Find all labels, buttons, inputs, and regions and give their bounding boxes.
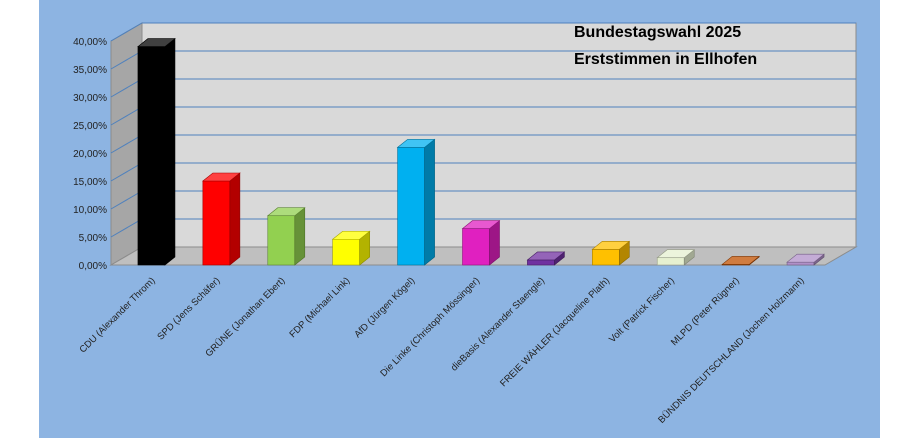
x-tick-label: FREIE WÄHLER (Jacqueline Plath) [498,275,612,389]
bar [202,172,241,266]
y-axis: 0,00% 5,00% 10,00% 15,00% 20,00% 25,00% 30,00%… [73,37,107,272]
bar [396,138,436,266]
y-tick-label: 25,00% [73,121,107,132]
bar-side [424,138,435,266]
bar [526,251,566,266]
y-tick-label: 30,00% [73,93,107,104]
y-tick-label: 15,00% [73,177,107,188]
y-tick-label: 10,00% [73,205,107,216]
bar-front [786,261,815,266]
bar-top [786,253,825,263]
x-tick-label: CDU (Alexander Throm) [77,275,157,355]
bar [656,249,696,266]
bar-chart: 0,00% 5,00% 10,00% 15,00% 20,00% 25,00% 30,00%… [73,22,858,426]
bar-top [656,249,696,259]
chart-title-line-1: Bundestagswahl 2025 [574,24,741,41]
bar-top [266,207,306,217]
bar-front [137,46,166,266]
bar-top [396,139,436,148]
bar-top [591,241,631,250]
y-tick-label: 20,00% [73,149,107,160]
x-axis: CDU (Alexander Throm)SPD (Jens Schäfer)G… [77,275,806,425]
bar [331,230,371,266]
bar-top [461,220,501,229]
x-tick-label: SPD (Jens Schäfer) [155,275,222,342]
y-tick-label: 40,00% [73,37,107,48]
bar-side [164,37,176,266]
bar-top [331,230,371,240]
bar-side [229,172,241,266]
x-tick-label: MLPD (Peter Rügner) [669,275,742,348]
bar [591,240,631,266]
bars [137,37,825,266]
x-tick-label: Volt (Patrick Fischer) [607,275,677,345]
x-tick-label: FDP (Michael Link) [288,275,353,340]
bar-top [202,172,241,182]
bar-front [267,215,296,266]
bar [137,37,176,266]
bar-front [656,257,685,266]
y-tick-label: 35,00% [73,65,107,76]
chart-title-line-2: Erststimmen in Ellhofen [574,51,757,68]
bar-front [592,249,620,266]
bar-top [137,38,176,47]
bar-front [397,147,425,266]
bar [461,219,501,266]
bar-side [294,207,306,266]
x-tick-label: AfD (Jürgen Kögel) [352,275,417,340]
x-tick-label: BÜNDNIS DEUTSCHLAND (Jochen Holzmann) [656,275,806,425]
bar [786,253,825,266]
y-tick-label: 5,00% [79,233,107,244]
bar [721,255,760,266]
bar-front [462,228,490,266]
bar-top [526,251,566,261]
chart-panel: 0,00% 5,00% 10,00% 15,00% 20,00% 25,00% 30,00%… [39,0,880,438]
bar-front [202,180,231,266]
bar [266,207,306,266]
bar-front [527,259,555,266]
bar-top [721,256,760,265]
gridline [110,22,856,42]
bar-front [332,238,360,266]
y-tick-label: 0,00% [79,261,107,272]
